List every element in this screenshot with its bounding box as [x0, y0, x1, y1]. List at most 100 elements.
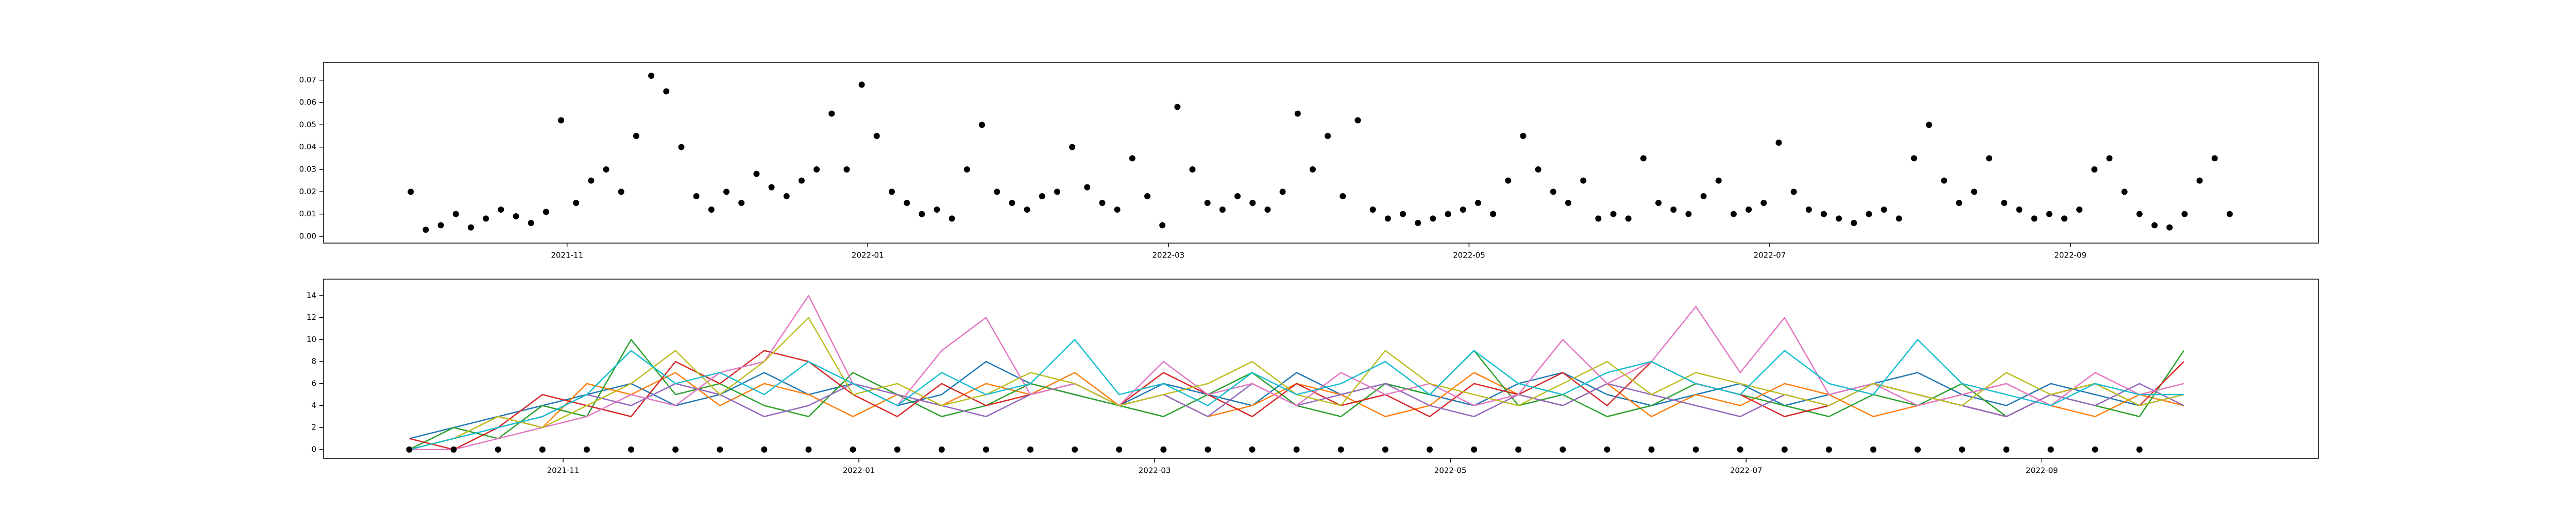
point	[1851, 220, 1857, 226]
subplot: 0 2 4 6 8 10 12 14 2021-11 2022-01 2022-03 2022-05 2…	[307, 279, 2319, 475]
point	[708, 207, 715, 213]
marker	[2047, 446, 2054, 453]
point	[2061, 215, 2067, 222]
marker	[1914, 446, 1921, 453]
point	[452, 211, 459, 217]
point	[1069, 144, 1076, 150]
point	[2151, 222, 2158, 229]
point	[768, 184, 775, 191]
point	[1039, 193, 1045, 199]
point	[873, 133, 880, 139]
y-tick-label: 10	[307, 335, 316, 344]
point	[1445, 211, 1451, 217]
point	[1279, 188, 1286, 195]
point	[858, 81, 865, 88]
point	[2196, 177, 2203, 184]
y-tick-label: 0.05	[299, 120, 316, 129]
marker	[495, 446, 501, 453]
marker	[2003, 446, 2010, 453]
y-tick-label: 0	[311, 444, 316, 454]
y-tick-label: 4	[311, 401, 316, 410]
point	[1129, 155, 1136, 162]
point	[1655, 200, 1662, 206]
point	[618, 188, 624, 195]
y-tick-label: 0.01	[299, 209, 316, 218]
point	[1550, 188, 1556, 195]
marker	[1648, 446, 1655, 453]
point	[2076, 207, 2083, 213]
point	[1174, 104, 1181, 110]
x-tick-label: 2022-07	[1730, 466, 1762, 475]
marker	[1072, 446, 1078, 453]
point	[1595, 215, 1602, 222]
marker	[406, 446, 413, 453]
point	[2136, 211, 2143, 217]
marker	[1205, 446, 1211, 453]
marker	[1426, 446, 1433, 453]
point	[1956, 200, 1962, 206]
marker	[982, 446, 989, 453]
marker	[450, 446, 457, 453]
point	[1866, 211, 1872, 217]
point	[1700, 193, 1707, 199]
series-line	[409, 360, 2184, 439]
y-tick-label: 0.00	[299, 232, 316, 241]
series-line	[409, 339, 2184, 451]
marker	[1471, 446, 1478, 453]
marker	[761, 446, 768, 453]
point	[2046, 211, 2053, 217]
point	[1775, 140, 1782, 146]
point	[934, 207, 940, 213]
marker	[1870, 446, 1877, 453]
marker	[2136, 446, 2143, 453]
point	[1610, 211, 1617, 217]
point	[1264, 207, 1271, 213]
marker	[628, 446, 635, 453]
marker	[1959, 446, 1965, 453]
x-tick-label: 2022-01	[852, 251, 884, 260]
point	[723, 188, 730, 195]
point	[1941, 177, 1947, 184]
point	[1565, 200, 1571, 206]
marker	[2092, 446, 2098, 453]
x-tick-label: 2022-01	[843, 466, 875, 475]
marker	[1781, 446, 1788, 453]
x-tick-label: 2022-05	[1434, 466, 1467, 475]
point	[783, 193, 790, 199]
marker	[850, 446, 856, 453]
point	[603, 166, 609, 173]
point	[1114, 207, 1121, 213]
point	[1309, 166, 1316, 173]
point	[1986, 155, 1992, 162]
series-line	[409, 350, 2184, 451]
point	[1054, 188, 1060, 195]
y-tick-label: 0.03	[299, 165, 316, 174]
x-tick-label: 2021-11	[547, 466, 580, 475]
point	[1790, 188, 1797, 195]
point	[919, 211, 925, 217]
point	[1384, 215, 1391, 222]
point	[1084, 184, 1091, 191]
point	[1009, 200, 1015, 206]
marker	[717, 446, 723, 453]
point	[1475, 200, 1481, 206]
point	[1219, 207, 1226, 213]
x-tick-label: 2022-03	[1152, 251, 1184, 260]
point	[1234, 193, 1241, 199]
y-tick-label: 14	[307, 291, 316, 300]
y-tick-label: 0.04	[299, 142, 316, 151]
point	[1685, 211, 1692, 217]
point	[1460, 207, 1466, 213]
point	[1640, 155, 1647, 162]
point	[814, 166, 820, 173]
series-line	[409, 295, 2184, 451]
point	[1926, 122, 1933, 128]
point	[1730, 211, 1737, 217]
y-tick-label: 2	[311, 423, 316, 432]
point	[2106, 155, 2113, 162]
point	[1760, 200, 1767, 206]
point	[513, 213, 519, 219]
point	[798, 177, 805, 184]
point	[1400, 211, 1406, 217]
point	[483, 215, 489, 222]
